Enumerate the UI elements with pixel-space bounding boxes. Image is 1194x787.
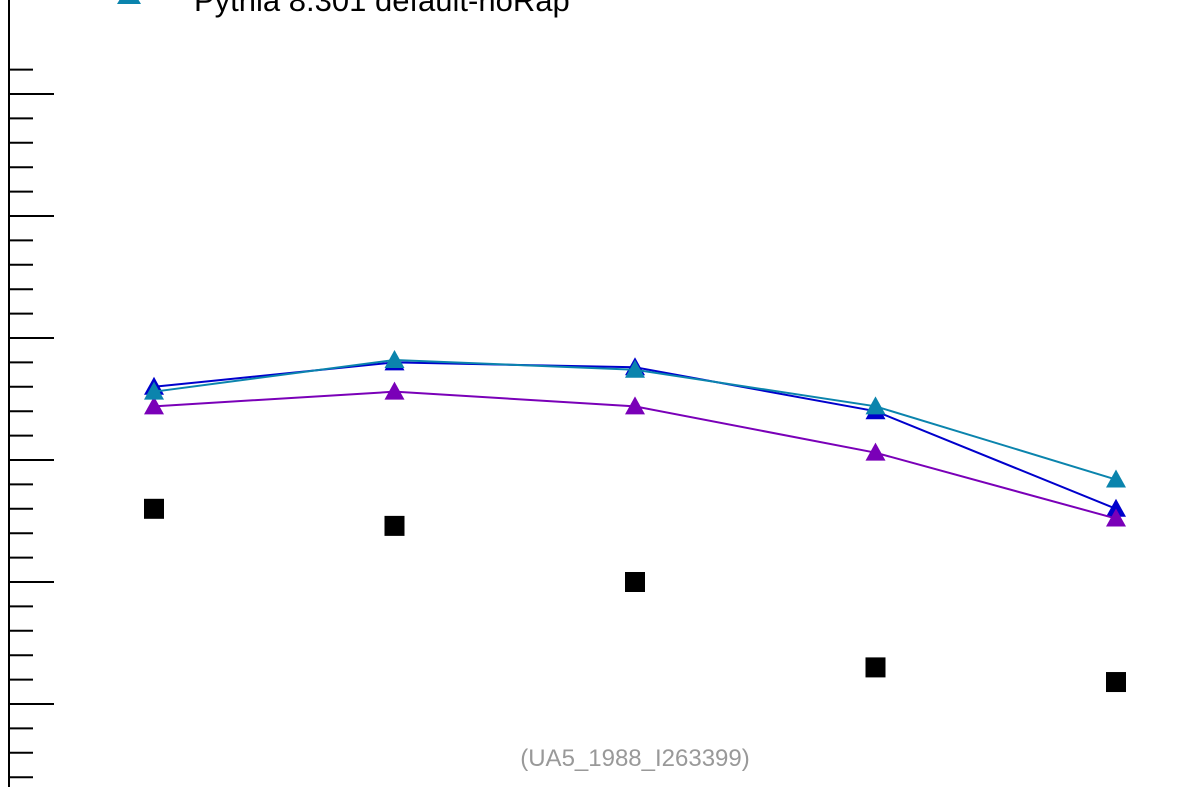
data-point (1106, 508, 1126, 527)
data-point (625, 359, 645, 378)
data-point (144, 396, 164, 415)
data-point (625, 396, 645, 415)
series-layer (144, 349, 1126, 693)
watermark: (UA5_1988_I263399) (520, 745, 750, 772)
data-point (144, 381, 164, 400)
series-line (153, 358, 1117, 481)
series-2 (144, 381, 1126, 527)
data-point (625, 572, 645, 592)
legend-marker (117, 0, 141, 4)
y-axis (8, 0, 54, 787)
data-point (865, 396, 886, 415)
legend: Pythia 8.301 default-noRap (117, 0, 570, 18)
data-point (865, 657, 886, 678)
data-point (1106, 469, 1126, 488)
legend-entry-label: Pythia 8.301 default-noRap (194, 0, 570, 18)
data-point (865, 442, 886, 461)
series-3 (144, 349, 1126, 488)
data-point (1106, 498, 1126, 517)
data-point (384, 515, 405, 536)
data-point (144, 498, 164, 519)
data-point (384, 349, 405, 368)
data-point (1106, 672, 1126, 693)
series-0 (144, 498, 1126, 693)
data-point (384, 381, 405, 400)
